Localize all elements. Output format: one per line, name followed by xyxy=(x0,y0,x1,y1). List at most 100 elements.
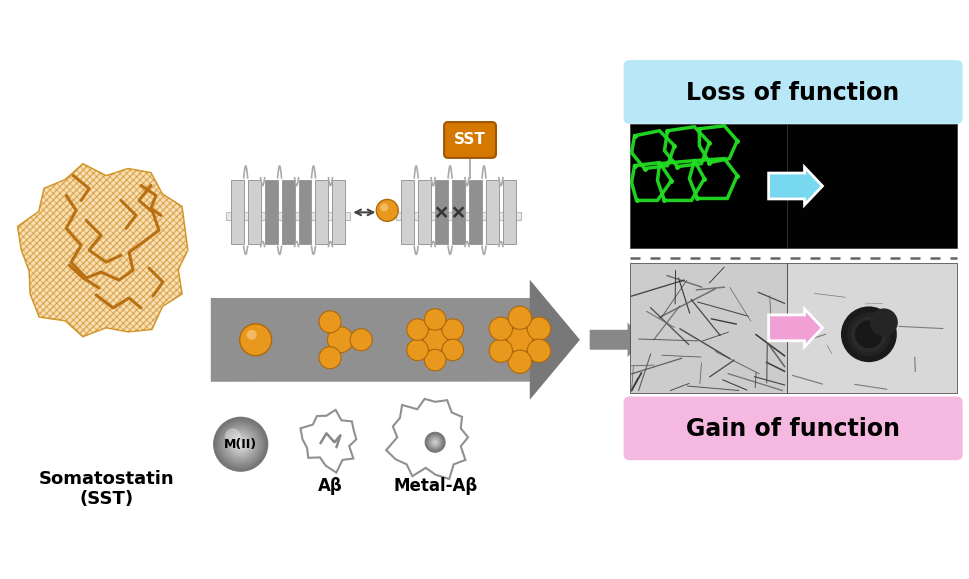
Bar xyxy=(396,218,521,219)
FancyBboxPatch shape xyxy=(624,397,962,460)
Circle shape xyxy=(407,319,428,340)
Bar xyxy=(349,298,355,382)
Circle shape xyxy=(234,438,247,450)
Bar xyxy=(333,298,339,382)
Bar xyxy=(376,298,382,382)
Circle shape xyxy=(433,440,437,444)
Circle shape xyxy=(855,320,883,348)
Bar xyxy=(269,298,275,382)
FancyArrow shape xyxy=(768,309,823,347)
Circle shape xyxy=(239,444,241,445)
Bar xyxy=(259,298,265,382)
Bar xyxy=(450,298,456,382)
Circle shape xyxy=(508,306,532,329)
Bar xyxy=(514,298,519,382)
Bar xyxy=(419,298,424,382)
Circle shape xyxy=(224,427,258,461)
Circle shape xyxy=(235,439,246,449)
Bar xyxy=(222,298,228,382)
Bar xyxy=(396,214,521,215)
Bar xyxy=(365,298,371,382)
Bar xyxy=(381,298,387,382)
FancyBboxPatch shape xyxy=(624,60,962,124)
Bar xyxy=(211,298,217,382)
Bar xyxy=(396,215,521,217)
Circle shape xyxy=(427,434,443,450)
Circle shape xyxy=(847,313,891,356)
Bar xyxy=(519,298,525,382)
Bar xyxy=(226,219,351,221)
Bar xyxy=(477,298,483,382)
Bar xyxy=(401,179,414,244)
Bar xyxy=(455,298,461,382)
Bar xyxy=(226,212,351,221)
Bar xyxy=(226,217,351,218)
Bar xyxy=(482,298,487,382)
Circle shape xyxy=(221,424,261,464)
Bar xyxy=(469,179,482,244)
Text: Aβ: Aβ xyxy=(318,477,343,495)
Circle shape xyxy=(237,441,243,447)
Circle shape xyxy=(239,324,271,356)
Circle shape xyxy=(230,433,252,455)
Circle shape xyxy=(841,306,897,362)
Bar xyxy=(387,298,392,382)
Bar xyxy=(248,298,254,382)
Circle shape xyxy=(233,437,249,452)
Bar xyxy=(466,298,472,382)
Circle shape xyxy=(220,423,262,465)
Bar xyxy=(787,124,956,248)
Bar xyxy=(226,214,351,215)
Text: SST: SST xyxy=(454,133,486,148)
Bar xyxy=(274,298,280,382)
Polygon shape xyxy=(17,164,188,337)
Bar xyxy=(630,263,787,393)
Circle shape xyxy=(232,435,250,453)
FancyBboxPatch shape xyxy=(444,122,496,158)
Bar xyxy=(312,298,318,382)
Circle shape xyxy=(507,327,533,353)
Bar xyxy=(296,298,301,382)
Bar xyxy=(232,298,237,382)
Circle shape xyxy=(226,429,256,459)
Circle shape xyxy=(219,422,263,466)
Circle shape xyxy=(425,433,445,452)
Bar xyxy=(524,298,530,382)
Bar xyxy=(328,298,333,382)
Bar xyxy=(460,298,466,382)
Circle shape xyxy=(214,417,267,471)
Circle shape xyxy=(231,434,251,454)
Bar xyxy=(419,179,431,244)
Circle shape xyxy=(376,199,398,221)
Bar xyxy=(355,298,360,382)
Bar xyxy=(486,179,499,244)
Bar xyxy=(344,298,350,382)
Bar xyxy=(231,179,243,244)
Text: Loss of function: Loss of function xyxy=(686,81,900,105)
Circle shape xyxy=(428,435,442,449)
Bar xyxy=(396,212,521,214)
Bar xyxy=(487,298,493,382)
FancyArrow shape xyxy=(590,323,642,357)
Bar xyxy=(316,179,328,244)
Bar xyxy=(280,298,286,382)
Bar xyxy=(216,298,222,382)
Bar xyxy=(503,298,509,382)
Bar xyxy=(440,298,446,382)
Circle shape xyxy=(426,433,444,451)
Circle shape xyxy=(424,349,446,371)
Bar xyxy=(503,179,516,244)
Bar xyxy=(242,298,248,382)
Text: Gain of function: Gain of function xyxy=(686,417,900,441)
Bar xyxy=(397,298,403,382)
Bar xyxy=(413,298,419,382)
Circle shape xyxy=(350,329,372,351)
Bar xyxy=(396,219,521,221)
Circle shape xyxy=(851,316,887,352)
Bar xyxy=(285,298,291,382)
Circle shape xyxy=(236,440,245,448)
Circle shape xyxy=(434,441,436,444)
Bar xyxy=(445,298,451,382)
Bar xyxy=(408,298,414,382)
Bar xyxy=(423,298,429,382)
